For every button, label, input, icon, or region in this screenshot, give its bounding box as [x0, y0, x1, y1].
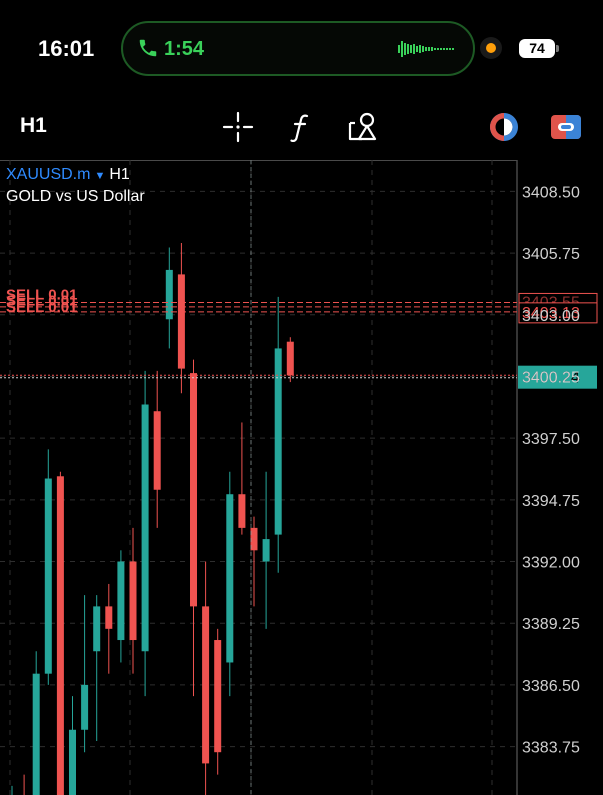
candle-bull: [81, 684, 89, 730]
candle-bull: [32, 673, 40, 795]
price-tick-label: 3397.50: [522, 431, 580, 448]
candle-bear: [286, 341, 294, 376]
price-tick-label: 3405.75: [522, 246, 580, 263]
call-timer: 1:54: [164, 38, 205, 60]
symbol-name[interactable]: XAUUSD.m: [6, 166, 91, 183]
mic-indicator-icon: [480, 37, 502, 59]
candle-bull: [93, 606, 101, 652]
objects-icon[interactable]: [346, 110, 380, 144]
symbol-timeframe: H1: [109, 166, 130, 183]
candle-bear: [177, 274, 185, 369]
candle-bear: [214, 640, 222, 753]
function-icon[interactable]: [284, 110, 318, 144]
price-tick-label: 3383.75: [522, 740, 580, 757]
chart-toolbar: H1: [0, 100, 603, 152]
symbol-description: GOLD vs US Dollar: [6, 188, 145, 205]
candle-bull: [262, 539, 270, 562]
status-bar: 16:01 1:54 74: [0, 0, 603, 96]
candle-bear: [129, 561, 137, 641]
order-label: SELL 0.01: [6, 299, 77, 316]
candle-bear: [105, 606, 113, 629]
call-pill[interactable]: 1:54: [121, 21, 475, 76]
candle-bear: [190, 373, 197, 607]
timeframe-button[interactable]: H1: [20, 114, 47, 137]
candle-bull: [44, 478, 52, 674]
price-tick-label: 3389.25: [522, 616, 580, 633]
order-label: SELL 0.01: [6, 292, 77, 309]
price-tick-label: 3403.00: [522, 308, 580, 325]
price-tick-label: 3392.00: [522, 555, 580, 572]
order-price-label: 3403.13: [522, 305, 580, 322]
price-tick-label: 3400.25: [522, 369, 580, 386]
candle-bear: [202, 606, 210, 764]
order-label: SELL 0.01: [6, 286, 77, 303]
audio-waveform-icon: [398, 41, 454, 57]
bid-price-label: 3400.24: [522, 370, 580, 387]
candle-bull: [117, 561, 125, 641]
bid-price-box: [518, 365, 597, 389]
crosshair-icon[interactable]: [221, 110, 255, 144]
candle-bear: [250, 527, 258, 551]
battery-tip: [556, 45, 559, 52]
clock: 16:01: [38, 36, 95, 61]
chart-symbol-header[interactable]: XAUUSD.m ▼ H1: [6, 166, 130, 184]
candle-bear: [153, 411, 161, 490]
order-price-box: [518, 302, 598, 324]
trade-icon[interactable]: [487, 110, 521, 144]
candle-bull: [141, 404, 149, 652]
symbol-dropdown-icon[interactable]: ▼: [94, 170, 106, 182]
candle-bull: [165, 269, 173, 320]
candle-bull: [69, 729, 76, 795]
price-tick-label: 3394.75: [522, 493, 580, 510]
phone-icon: [139, 39, 157, 57]
candle-bear: [238, 494, 246, 528]
candle-bull: [274, 348, 282, 535]
candle-bull: [226, 494, 234, 663]
price-tick-label: 3386.50: [522, 678, 580, 695]
switch-icon[interactable]: [549, 110, 583, 144]
candle-bear: [56, 476, 64, 795]
battery-icon: 74: [519, 39, 555, 58]
price-tick-label: 3408.50: [522, 184, 580, 201]
